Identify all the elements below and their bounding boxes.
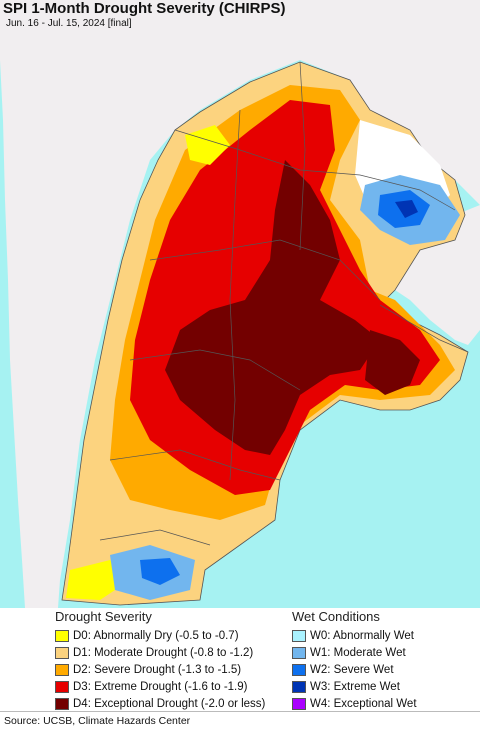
- drought-map: [0, 0, 480, 608]
- legend-label-w2: W2: Severe Wet: [310, 663, 394, 676]
- legend-drought-heading: Drought Severity: [55, 609, 152, 624]
- neighbor-land-west: [0, 0, 480, 608]
- legend-item-w4: W4: Exceptional Wet: [292, 695, 477, 712]
- swatch-d3: [55, 680, 69, 693]
- swatch-w3: [292, 680, 306, 693]
- swatch-d2: [55, 663, 69, 676]
- legend-drought-column: Drought Severity D0: Abnormally Dry (-0.…: [55, 608, 285, 712]
- legend-item-d0: D0: Abnormally Dry (-0.5 to -0.7): [55, 627, 285, 644]
- legend-label-w4: W4: Exceptional Wet: [310, 697, 417, 710]
- legend-item-w2: W2: Severe Wet: [292, 661, 477, 678]
- map-canvas: [0, 0, 480, 608]
- legend-label-w0: W0: Abnormally Wet: [310, 629, 414, 642]
- zone-d4-east: [365, 330, 420, 395]
- swatch-d0: [55, 629, 69, 642]
- legend-label-w1: W1: Moderate Wet: [310, 646, 406, 659]
- swatch-w0: [292, 629, 306, 642]
- legend-item-w1: W1: Moderate Wet: [292, 644, 477, 661]
- legend-label-d3: D3: Extreme Drought (-1.6 to -1.9): [73, 680, 248, 693]
- footer: Source: UCSB, Climate Hazards Center: [0, 711, 480, 731]
- swatch-d1: [55, 646, 69, 659]
- source-credit: Source: UCSB, Climate Hazards Center: [4, 715, 191, 727]
- map-title: SPI 1-Month Drought Severity (CHIRPS): [3, 0, 286, 17]
- zone-d0-north: [185, 125, 230, 165]
- legend-item-w3: W3: Extreme Wet: [292, 678, 477, 695]
- legend: Drought Severity D0: Abnormally Dry (-0.…: [0, 608, 480, 711]
- swatch-w2: [292, 663, 306, 676]
- zone-d4: [165, 160, 380, 455]
- swatch-w1: [292, 646, 306, 659]
- legend-label-d2: D2: Severe Drought (-1.3 to -1.5): [73, 663, 242, 676]
- legend-label-d4: D4: Exceptional Drought (-2.0 or less): [73, 697, 266, 710]
- swatch-w4: [292, 697, 306, 710]
- internal-boundaries: [99, 61, 469, 546]
- legend-item-d3: D3: Extreme Drought (-1.6 to -1.9): [55, 678, 285, 695]
- zone-w3-ne: [395, 200, 418, 218]
- legend-item-w0: W0: Abnormally Wet: [292, 627, 477, 644]
- legend-label-w3: W3: Extreme Wet: [310, 680, 400, 693]
- swatch-d4: [55, 697, 69, 710]
- zone-w2-south: [140, 558, 180, 585]
- legend-item-d4: D4: Exceptional Drought (-2.0 or less): [55, 695, 285, 712]
- legend-wet-heading: Wet Conditions: [292, 609, 380, 624]
- legend-item-d1: D1: Moderate Drought (-0.8 to -1.2): [55, 644, 285, 661]
- legend-label-d1: D1: Moderate Drought (-0.8 to -1.2): [73, 646, 254, 659]
- map-subtitle: Jun. 16 - Jul. 15, 2024 [final]: [6, 18, 132, 29]
- legend-label-d0: D0: Abnormally Dry (-0.5 to -0.7): [73, 629, 239, 642]
- legend-wet-column: Wet Conditions W0: Abnormally Wet W1: Mo…: [292, 608, 477, 712]
- legend-item-d2: D2: Severe Drought (-1.3 to -1.5): [55, 661, 285, 678]
